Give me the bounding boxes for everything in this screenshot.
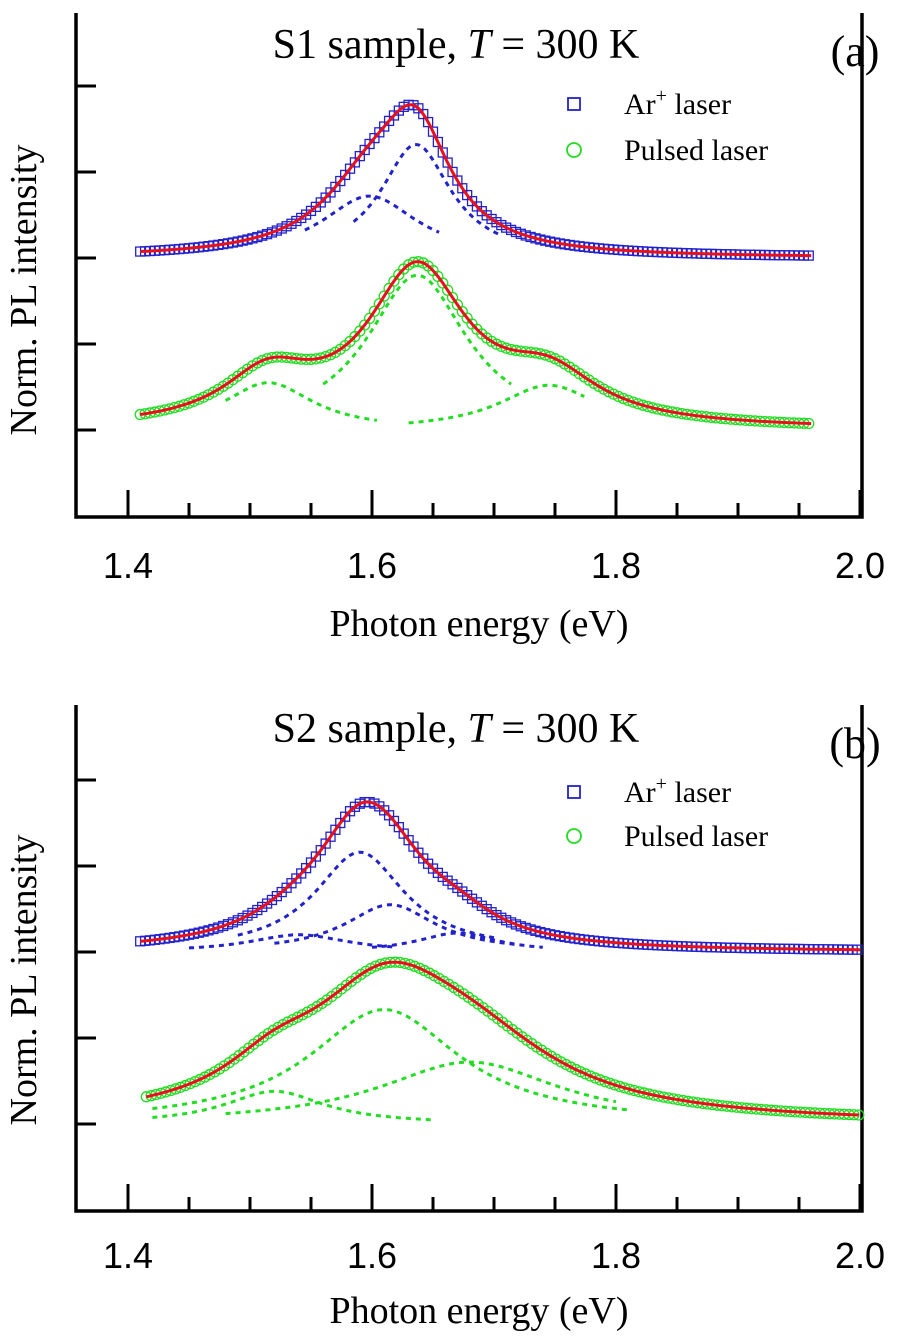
fit-curve [145, 960, 859, 1117]
component-curve [408, 383, 585, 425]
x-axis-label: Photon energy (eV) [329, 1290, 628, 1332]
legend-label: Pulsed laser [624, 820, 768, 853]
legend-sup: + [656, 773, 667, 795]
data-point [427, 126, 439, 137]
data-point [579, 1068, 592, 1080]
title-italic: T [467, 22, 493, 68]
legend-text: Pulsed [624, 134, 704, 167]
data-point [409, 960, 421, 972]
data-point [584, 1070, 597, 1082]
x-tick-label: 1.8 [591, 545, 641, 586]
x-tick-label: 1.6 [347, 545, 397, 586]
x-tick-label: 2.0 [835, 1235, 885, 1276]
fit-curve [139, 260, 812, 426]
data-point [594, 1074, 606, 1086]
data-point [188, 395, 200, 407]
legend-marker [567, 785, 581, 799]
data-point [495, 340, 507, 353]
data-point [432, 136, 444, 148]
panel-label: (a) [831, 27, 880, 76]
component-curve [152, 1089, 434, 1122]
legend-text: laser [704, 134, 768, 167]
legend-sup: + [656, 85, 667, 107]
panel-b: 1.4 1.6 1.8 2.0 Photon energy (eV) Norm. PL i… [3, 705, 885, 1332]
data-point [183, 397, 195, 409]
plot-frame [74, 13, 864, 519]
legend-marker [566, 828, 582, 844]
component-curve [352, 143, 501, 237]
component-curve [237, 850, 495, 940]
data-point [622, 394, 634, 407]
data-point [617, 392, 629, 405]
component-curve [322, 273, 512, 386]
x-axis-label: Photon energy (eV) [329, 603, 628, 645]
series-ar-laser [135, 796, 863, 955]
data-point [544, 351, 556, 363]
legend-label: Pulsed laser [624, 134, 768, 167]
fit-curve [140, 800, 860, 952]
plot-frame [74, 705, 864, 1213]
x-tick-label: 1.4 [103, 1235, 153, 1276]
data-point [184, 1077, 196, 1090]
component-curve [152, 1008, 629, 1112]
data-point [437, 147, 448, 158]
legend-text: Pulsed [624, 820, 704, 853]
chart-title: S2 sample, T = 300 K [273, 706, 640, 752]
legend-text: laser [667, 88, 731, 121]
component-curve [224, 381, 378, 422]
legend-text: laser [667, 776, 731, 809]
x-tick-label: 1.8 [591, 1235, 641, 1276]
legend-text: Ar [624, 88, 656, 121]
x-tick-label: 2.0 [835, 545, 885, 586]
data-point [174, 1081, 187, 1093]
component-curve [371, 931, 543, 949]
x-tick-label: 1.4 [103, 545, 153, 586]
title-text: S1 sample, [273, 22, 468, 68]
title-text: = 300 K [491, 22, 640, 68]
panel-label: (b) [829, 719, 880, 768]
component-curve [225, 1060, 617, 1116]
series-pulsed-laser [134, 256, 815, 430]
data-point [179, 1079, 191, 1092]
y-axis-label: Norm. PL intensity [3, 835, 45, 1126]
series-pulsed-laser [140, 956, 865, 1122]
fit-curve [140, 103, 812, 258]
data-point [370, 960, 382, 972]
title-text: = 300 K [491, 706, 640, 752]
y-axis-label: Norm. PL intensity [3, 145, 45, 436]
legend-marker [566, 142, 582, 158]
legend-marker [567, 97, 581, 111]
legend-text: laser [704, 820, 768, 853]
legend-label: Ar+ laser [624, 773, 731, 809]
legend-label: Ar+ laser [624, 85, 731, 121]
legend-text: Ar [624, 776, 656, 809]
title-italic: T [467, 706, 493, 752]
data-point [604, 1077, 616, 1089]
series-ar-laser [135, 99, 814, 261]
data-point [612, 390, 625, 403]
chart-title: S1 sample, T = 300 K [273, 22, 640, 68]
data-point [627, 396, 639, 408]
component-curve [188, 933, 397, 950]
x-tick-label: 1.6 [347, 1235, 397, 1276]
data-point [599, 1075, 611, 1088]
data-point [589, 1072, 601, 1084]
data-point [169, 1083, 182, 1095]
component-curve [274, 903, 519, 947]
panel-a: 1.4 1.6 1.8 2.0 Photon energy (eV) Norm. PL i… [3, 13, 885, 645]
title-text: S2 sample, [273, 706, 468, 752]
